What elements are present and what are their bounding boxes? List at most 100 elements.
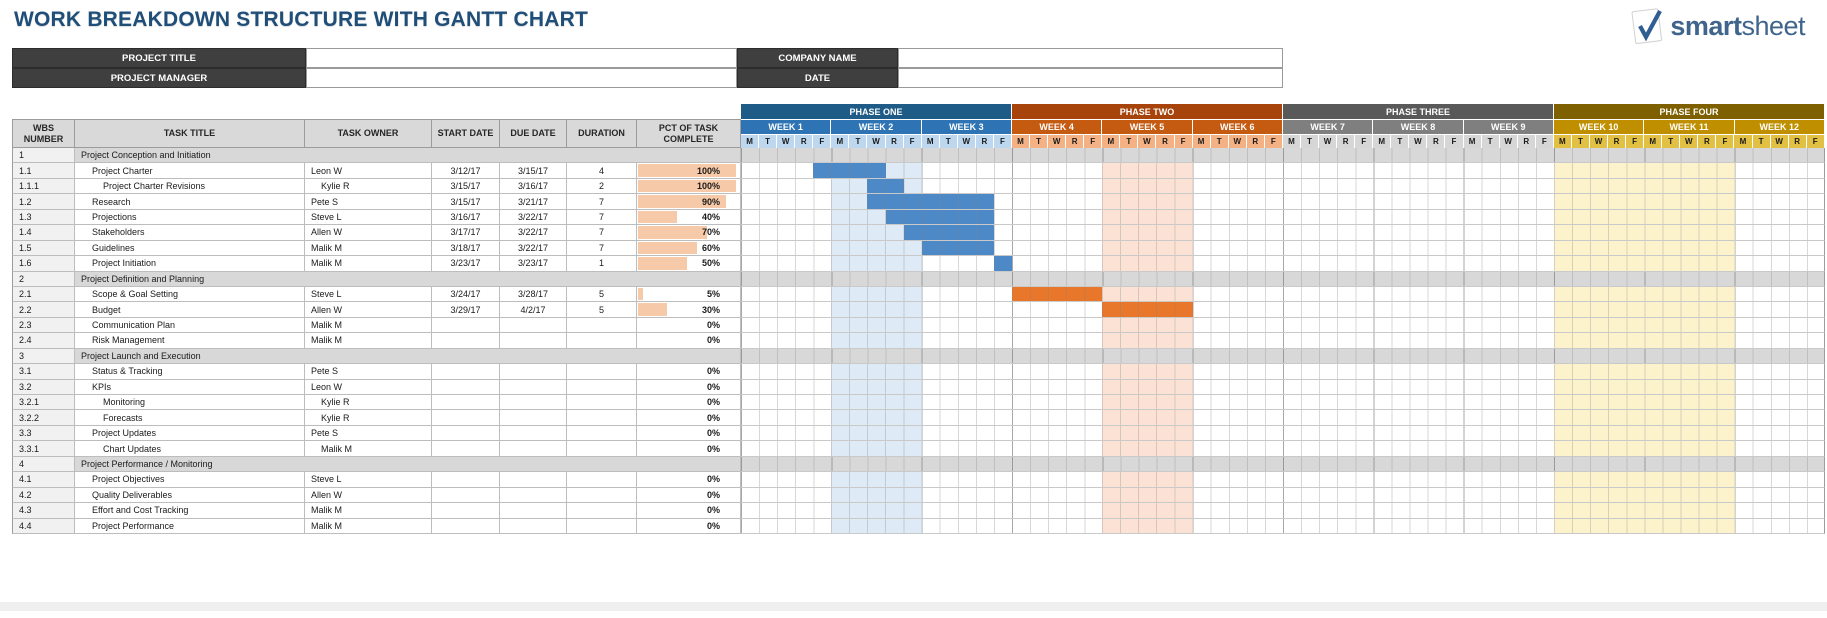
gantt-bar[interactable] <box>993 256 1012 271</box>
pct-complete-cell[interactable]: 60% <box>637 240 741 257</box>
start-date-cell[interactable]: 3/29/17 <box>432 302 500 318</box>
gantt-row[interactable] <box>741 379 1825 395</box>
section-title-cell[interactable]: Project Conception and Initiation <box>75 148 741 164</box>
duration-cell[interactable]: 7 <box>567 209 637 226</box>
gantt-row[interactable] <box>741 225 1825 241</box>
gantt-section-strip[interactable] <box>741 271 1825 287</box>
duration-cell[interactable]: 7 <box>567 240 637 257</box>
start-date-cell[interactable]: 3/16/17 <box>432 209 500 226</box>
task-title-cell[interactable]: Guidelines <box>75 240 305 257</box>
task-owner-cell[interactable]: Leon W <box>305 379 432 395</box>
duration-cell[interactable]: 4 <box>567 163 637 179</box>
gantt-bar[interactable] <box>1102 302 1193 317</box>
wbs-number-cell[interactable]: 1.4 <box>12 225 75 241</box>
task-title-cell[interactable]: KPIs <box>75 379 305 395</box>
gantt-bar[interactable] <box>885 209 994 225</box>
start-date-cell[interactable] <box>432 317 500 334</box>
due-date-cell[interactable] <box>500 503 567 519</box>
task-title-cell[interactable]: Project Charter Revisions <box>75 178 305 195</box>
section-title-cell[interactable]: Project Definition and Planning <box>75 271 741 287</box>
due-date-cell[interactable]: 4/2/17 <box>500 302 567 318</box>
wbs-number-cell[interactable]: 3.3 <box>12 425 75 442</box>
pct-complete-cell[interactable]: 0% <box>637 333 741 349</box>
pct-complete-cell[interactable]: 5% <box>637 286 741 303</box>
start-date-cell[interactable] <box>432 441 500 457</box>
pct-complete-cell[interactable]: 0% <box>637 487 741 504</box>
duration-cell[interactable] <box>567 441 637 457</box>
task-owner-cell[interactable]: Malik M <box>305 518 432 534</box>
pct-complete-cell[interactable]: 30% <box>637 302 741 318</box>
section-title-cell[interactable]: Project Launch and Execution <box>75 348 741 365</box>
task-owner-cell[interactable]: Pete S <box>305 194 432 210</box>
task-title-cell[interactable]: Project Updates <box>75 425 305 442</box>
task-title-cell[interactable]: Status & Tracking <box>75 364 305 380</box>
task-title-cell[interactable]: Budget <box>75 302 305 318</box>
wbs-number-cell[interactable]: 1 <box>12 148 75 164</box>
start-date-cell[interactable] <box>432 425 500 442</box>
wbs-number-cell[interactable]: 1.5 <box>12 240 75 257</box>
task-owner-cell[interactable]: Steve L <box>305 286 432 303</box>
due-date-cell[interactable] <box>500 410 567 426</box>
task-title-cell[interactable]: Effort and Cost Tracking <box>75 503 305 519</box>
gantt-row[interactable] <box>741 178 1825 195</box>
project-title-field[interactable] <box>306 48 737 68</box>
task-title-cell[interactable]: Projections <box>75 209 305 226</box>
pct-complete-cell[interactable]: 100% <box>637 178 741 195</box>
wbs-number-cell[interactable]: 2.1 <box>12 286 75 303</box>
wbs-number-cell[interactable]: 1.1.1 <box>12 178 75 195</box>
wbs-number-cell[interactable]: 2.3 <box>12 317 75 334</box>
task-owner-cell[interactable]: Leon W <box>305 163 432 179</box>
task-owner-cell[interactable]: Steve L <box>305 209 432 226</box>
duration-cell[interactable] <box>567 503 637 519</box>
company-name-field[interactable] <box>898 48 1283 68</box>
start-date-cell[interactable]: 3/17/17 <box>432 225 500 241</box>
due-date-cell[interactable] <box>500 317 567 334</box>
start-date-cell[interactable] <box>432 364 500 380</box>
gantt-row[interactable] <box>741 503 1825 519</box>
due-date-cell[interactable]: 3/22/17 <box>500 225 567 241</box>
pct-complete-cell[interactable]: 0% <box>637 472 741 488</box>
wbs-number-cell[interactable]: 4 <box>12 456 75 473</box>
pct-complete-cell[interactable]: 0% <box>637 518 741 534</box>
due-date-cell[interactable] <box>500 379 567 395</box>
gantt-row[interactable] <box>741 441 1825 457</box>
gantt-row[interactable] <box>741 395 1825 411</box>
pct-complete-cell[interactable]: 0% <box>637 410 741 426</box>
start-date-cell[interactable] <box>432 395 500 411</box>
task-title-cell[interactable]: Project Performance <box>75 518 305 534</box>
date-field[interactable] <box>898 68 1283 88</box>
duration-cell[interactable] <box>567 395 637 411</box>
due-date-cell[interactable]: 3/22/17 <box>500 209 567 226</box>
gantt-row[interactable] <box>741 425 1825 442</box>
due-date-cell[interactable]: 3/28/17 <box>500 286 567 303</box>
wbs-number-cell[interactable]: 2.2 <box>12 302 75 318</box>
pct-complete-cell[interactable]: 70% <box>637 225 741 241</box>
pct-complete-cell[interactable]: 0% <box>637 317 741 334</box>
task-title-cell[interactable]: Stakeholders <box>75 225 305 241</box>
due-date-cell[interactable] <box>500 487 567 504</box>
pct-complete-cell[interactable]: 90% <box>637 194 741 210</box>
gantt-row[interactable] <box>741 364 1825 380</box>
duration-cell[interactable] <box>567 425 637 442</box>
task-title-cell[interactable]: Communication Plan <box>75 317 305 334</box>
start-date-cell[interactable]: 3/18/17 <box>432 240 500 257</box>
wbs-number-cell[interactable]: 1.6 <box>12 256 75 272</box>
due-date-cell[interactable] <box>500 472 567 488</box>
gantt-row[interactable] <box>741 472 1825 488</box>
start-date-cell[interactable] <box>432 379 500 395</box>
pct-complete-cell[interactable]: 0% <box>637 425 741 442</box>
pct-complete-cell[interactable]: 0% <box>637 503 741 519</box>
duration-cell[interactable] <box>567 472 637 488</box>
start-date-cell[interactable] <box>432 472 500 488</box>
pct-complete-cell[interactable]: 100% <box>637 163 741 179</box>
start-date-cell[interactable]: 3/15/17 <box>432 178 500 195</box>
due-date-cell[interactable] <box>500 518 567 534</box>
task-owner-cell[interactable]: Kylie R <box>305 410 432 426</box>
duration-cell[interactable] <box>567 333 637 349</box>
task-owner-cell[interactable]: Malik M <box>305 441 432 457</box>
wbs-number-cell[interactable]: 3.3.1 <box>12 441 75 457</box>
task-owner-cell[interactable]: Steve L <box>305 472 432 488</box>
task-title-cell[interactable]: Chart Updates <box>75 441 305 457</box>
start-date-cell[interactable]: 3/24/17 <box>432 286 500 303</box>
project-manager-field[interactable] <box>306 68 737 88</box>
